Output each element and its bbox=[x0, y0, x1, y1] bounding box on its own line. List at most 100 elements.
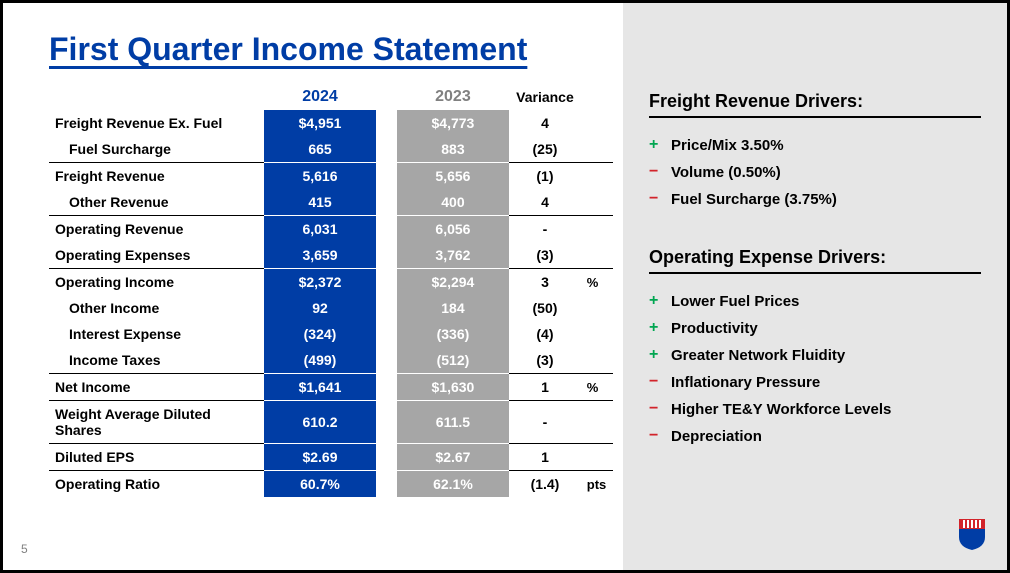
driver-text: Lower Fuel Prices bbox=[671, 293, 799, 310]
table-row: Operating Revenue6,031 6,056- bbox=[49, 216, 613, 243]
driver-item: +Productivity bbox=[649, 315, 981, 342]
row-gap bbox=[376, 189, 396, 216]
row-2024: $4,951 bbox=[264, 110, 376, 136]
row-2024: $2,372 bbox=[264, 269, 376, 296]
header-variance: Variance bbox=[509, 84, 581, 110]
row-gap bbox=[376, 295, 396, 321]
row-gap bbox=[376, 321, 396, 347]
row-label: Other Income bbox=[49, 295, 264, 321]
row-2023: $1,630 bbox=[397, 374, 509, 401]
row-variance: 1 bbox=[509, 374, 581, 401]
row-unit: % bbox=[581, 269, 613, 296]
table-row: Other Income92 184(50) bbox=[49, 295, 613, 321]
row-label: Operating Ratio bbox=[49, 471, 264, 498]
row-2024: 60.7% bbox=[264, 471, 376, 498]
row-label: Interest Expense bbox=[49, 321, 264, 347]
row-2023: 6,056 bbox=[397, 216, 509, 243]
row-unit bbox=[581, 295, 613, 321]
row-label: Fuel Surcharge bbox=[49, 136, 264, 163]
row-2023: 3,762 bbox=[397, 242, 509, 269]
opex-title: Operating Expense Drivers: bbox=[649, 247, 981, 268]
table-row: Income Taxes(499)(512)(3) bbox=[49, 347, 613, 374]
row-label: Weight Average Diluted Shares bbox=[49, 401, 264, 444]
row-2024: 3,659 bbox=[264, 242, 376, 269]
row-label: Diluted EPS bbox=[49, 444, 264, 471]
table-row: Net Income$1,641 $1,6301% bbox=[49, 374, 613, 401]
row-2024: (499) bbox=[264, 347, 376, 374]
row-variance: 4 bbox=[509, 110, 581, 136]
row-label: Operating Revenue bbox=[49, 216, 264, 243]
row-unit: % bbox=[581, 374, 613, 401]
row-label: Net Income bbox=[49, 374, 264, 401]
row-unit: pts bbox=[581, 471, 613, 498]
row-2023: 883 bbox=[397, 136, 509, 163]
row-unit bbox=[581, 242, 613, 269]
row-unit bbox=[581, 136, 613, 163]
row-2023: 184 bbox=[397, 295, 509, 321]
row-2024: 6,031 bbox=[264, 216, 376, 243]
driver-item: −Inflationary Pressure bbox=[649, 369, 981, 396]
driver-text: Higher TE&Y Workforce Levels bbox=[671, 401, 891, 418]
driver-item: −Volume (0.50%) bbox=[649, 159, 981, 186]
row-2023: 5,656 bbox=[397, 163, 509, 190]
driver-item: +Price/Mix 3.50% bbox=[649, 132, 981, 159]
row-label: Freight Revenue Ex. Fuel bbox=[49, 110, 264, 136]
left-panel: First Quarter Income Statement 2024 2023… bbox=[3, 3, 623, 570]
row-gap bbox=[376, 216, 396, 243]
row-variance: - bbox=[509, 216, 581, 243]
row-unit bbox=[581, 321, 613, 347]
driver-text: Volume (0.50%) bbox=[671, 164, 781, 181]
row-unit bbox=[581, 401, 613, 444]
slide: First Quarter Income Statement 2024 2023… bbox=[0, 0, 1010, 573]
row-2024: 92 bbox=[264, 295, 376, 321]
driver-text: Greater Network Fluidity bbox=[671, 347, 845, 364]
minus-icon: − bbox=[649, 164, 658, 180]
row-unit bbox=[581, 163, 613, 190]
driver-item: −Higher TE&Y Workforce Levels bbox=[649, 396, 981, 423]
row-unit bbox=[581, 216, 613, 243]
header-blank bbox=[49, 84, 264, 110]
header-unit bbox=[581, 84, 613, 110]
driver-item: +Lower Fuel Prices bbox=[649, 288, 981, 315]
row-label: Income Taxes bbox=[49, 347, 264, 374]
row-variance: (3) bbox=[509, 347, 581, 374]
row-2023: (336) bbox=[397, 321, 509, 347]
row-2023: 611.5 bbox=[397, 401, 509, 444]
header-2023: 2023 bbox=[397, 84, 509, 110]
row-gap bbox=[376, 269, 396, 296]
right-panel: Freight Revenue Drivers: +Price/Mix 3.50… bbox=[623, 3, 1007, 570]
income-table: 2024 2023 Variance Freight Revenue Ex. F… bbox=[49, 84, 613, 497]
table-row: Fuel Surcharge665883(25) bbox=[49, 136, 613, 163]
freight-title: Freight Revenue Drivers: bbox=[649, 91, 981, 112]
row-gap bbox=[376, 347, 396, 374]
row-variance: (1) bbox=[509, 163, 581, 190]
row-2023: 400 bbox=[397, 189, 509, 216]
row-label: Operating Expenses bbox=[49, 242, 264, 269]
row-variance: 3 bbox=[509, 269, 581, 296]
freight-drivers-list: +Price/Mix 3.50%−Volume (0.50%)−Fuel Sur… bbox=[649, 132, 981, 213]
table-row: Operating Income$2,372$2,2943% bbox=[49, 269, 613, 296]
row-unit bbox=[581, 110, 613, 136]
row-gap bbox=[376, 242, 396, 269]
row-unit bbox=[581, 444, 613, 471]
table-header-row: 2024 2023 Variance bbox=[49, 84, 613, 110]
driver-text: Price/Mix 3.50% bbox=[671, 137, 784, 154]
driver-item: −Depreciation bbox=[649, 423, 981, 450]
header-2024: 2024 bbox=[264, 84, 376, 110]
row-2024: 610.2 bbox=[264, 401, 376, 444]
row-variance: (4) bbox=[509, 321, 581, 347]
table-row: Operating Expenses3,6593,762(3) bbox=[49, 242, 613, 269]
driver-item: −Fuel Surcharge (3.75%) bbox=[649, 186, 981, 213]
row-2023: $4,773 bbox=[397, 110, 509, 136]
table-row: Freight Revenue5,6165,656(1) bbox=[49, 163, 613, 190]
row-unit bbox=[581, 347, 613, 374]
header-gap bbox=[376, 84, 396, 110]
table-row: Freight Revenue Ex. Fuel$4,951 $4,7734 bbox=[49, 110, 613, 136]
row-label: Operating Income bbox=[49, 269, 264, 296]
row-unit bbox=[581, 189, 613, 216]
row-2024: $1,641 bbox=[264, 374, 376, 401]
opex-drivers-list: +Lower Fuel Prices+Productivity+Greater … bbox=[649, 288, 981, 450]
row-variance: (50) bbox=[509, 295, 581, 321]
minus-icon: − bbox=[649, 374, 658, 390]
minus-icon: − bbox=[649, 428, 658, 444]
